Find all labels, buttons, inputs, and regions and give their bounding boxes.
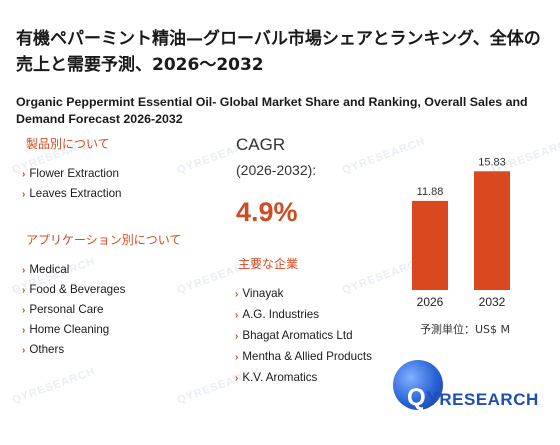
chevron-right-icon: ›: [235, 289, 239, 300]
watermark: QYRESEARCH: [10, 365, 98, 407]
tick-label-2026: 2026: [417, 295, 444, 309]
chevron-right-icon: ›: [235, 310, 239, 321]
list-item: › Food & Beverages: [22, 280, 125, 300]
list-item-label: Flower Extraction: [29, 167, 119, 180]
list-item-label: Medical: [29, 263, 70, 276]
chevron-right-icon: ›: [235, 373, 239, 384]
chevron-right-icon: ›: [22, 285, 26, 296]
list-item-label: Bhagat Aromatics Ltd: [242, 329, 353, 342]
companies-list: › Vinayak › A.G. Industries › Bhagat Aromat…: [235, 284, 375, 389]
list-item-label: Mentha & Allied Products: [242, 350, 372, 363]
cagr-period: (2026-2032):: [236, 162, 317, 178]
logo-text: QYRESEARCH: [407, 384, 539, 411]
bar-2032: [474, 171, 510, 290]
list-item: › Medical: [22, 260, 125, 280]
list-item-label: Vinayak: [242, 287, 284, 300]
list-item: › K.V. Aromatics: [235, 368, 375, 389]
list-item: › Others: [22, 340, 125, 360]
chevron-right-icon: ›: [22, 305, 26, 316]
cagr-label: CAGR: [236, 135, 286, 154]
list-item: › Leaves Extraction: [22, 184, 122, 204]
globe-icon: [393, 360, 443, 410]
list-item: › Flower Extraction: [22, 164, 122, 184]
list-item-label: Others: [29, 343, 65, 356]
product-section-heading: 製品別について: [26, 137, 110, 151]
list-item: › Bhagat Aromatics Ltd: [235, 326, 375, 347]
cagr-value: 4.9%: [236, 197, 298, 227]
qyresearch-logo: QYRESEARCH: [393, 360, 543, 420]
list-item-label: Leaves Extraction: [29, 187, 122, 200]
chevron-right-icon: ›: [22, 265, 26, 276]
chevron-right-icon: ›: [22, 325, 26, 336]
page-title-english: Organic Peppermint Essential Oil- Global…: [16, 95, 528, 126]
list-item: › Vinayak: [235, 284, 375, 305]
chevron-right-icon: ›: [22, 189, 26, 200]
product-list: › Flower Extraction › Leaves Extraction: [22, 164, 122, 204]
bar-chart: 11.88 2026 15.83 2032: [412, 156, 510, 309]
list-item-label: Personal Care: [29, 303, 104, 316]
companies-section-heading: 主要な企業: [238, 257, 299, 271]
bar-2026: [412, 200, 448, 290]
chevron-right-icon: ›: [22, 169, 26, 180]
list-item: › Mentha & Allied Products: [235, 347, 375, 368]
data-label-2032: 15.83: [478, 156, 506, 168]
chevron-right-icon: ›: [235, 331, 239, 342]
list-item: › A.G. Industries: [235, 305, 375, 326]
unit-label: 予測単位：US$ M: [420, 323, 511, 336]
chevron-right-icon: ›: [22, 345, 26, 356]
data-label-2026: 11.88: [417, 186, 444, 198]
list-item: › Personal Care: [22, 300, 125, 320]
list-item-label: A.G. Industries: [242, 308, 320, 321]
application-list: › Medical › Food & Beverages › Personal Car…: [22, 260, 125, 360]
list-item-label: K.V. Aromatics: [242, 371, 318, 384]
application-section-heading: アプリケーション別について: [26, 233, 182, 247]
list-item-label: Home Cleaning: [29, 323, 110, 336]
page-title-japanese: 有機ペパーミント精油—グローバル市場シェアとランキング、全体の売上と需要予測、2…: [16, 29, 541, 75]
list-item-label: Food & Beverages: [29, 283, 126, 296]
list-item: › Home Cleaning: [22, 320, 125, 340]
chevron-right-icon: ›: [235, 352, 239, 363]
tick-label-2032: 2032: [479, 295, 506, 309]
